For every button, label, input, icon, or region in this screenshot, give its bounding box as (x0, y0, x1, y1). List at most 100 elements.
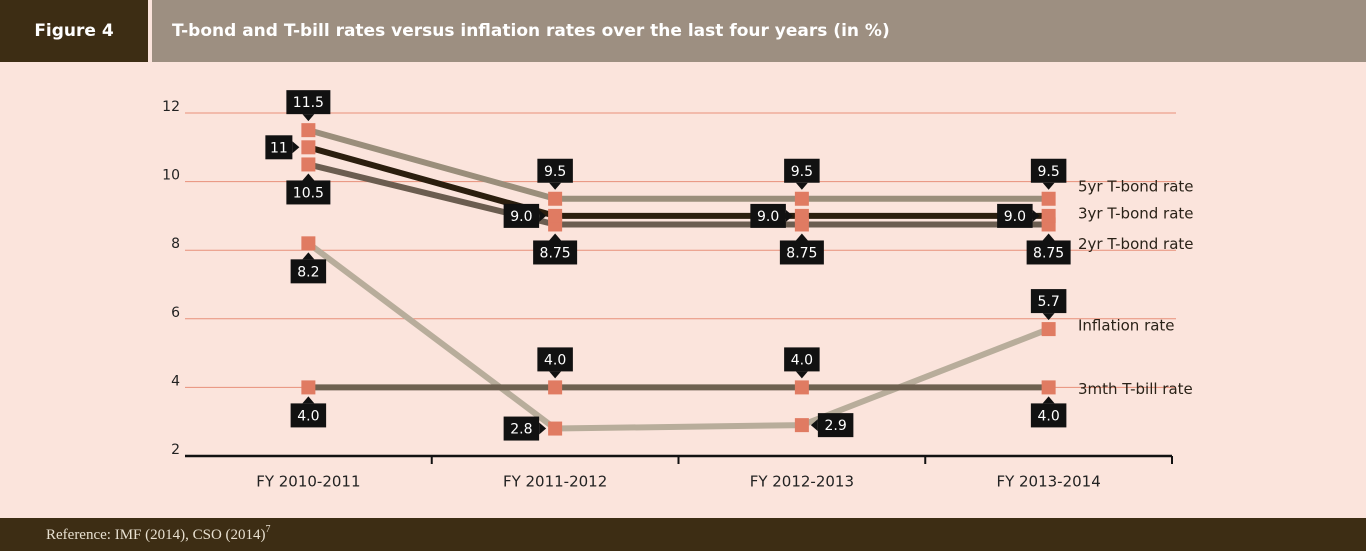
series-line (307, 127, 1049, 202)
marker (548, 208, 563, 223)
value-label: 5.7 (1037, 294, 1059, 310)
value-label-pointer (1042, 182, 1055, 190)
y-tick-label: 2 (171, 442, 180, 458)
footer-bar (0, 518, 1366, 551)
marker (1041, 380, 1056, 395)
value-label: 9.0 (757, 209, 779, 225)
reference-text: Reference: IMF (2014), CSO (2014) (46, 527, 266, 543)
value-label-pointer (795, 182, 808, 190)
value-label-pointer (795, 233, 808, 241)
marker (301, 380, 316, 395)
markers (301, 123, 1056, 436)
value-label: 8.75 (786, 245, 817, 261)
value-label-pointer (302, 114, 315, 122)
value-label: 11.5 (293, 95, 324, 111)
value-label-box (1030, 158, 1067, 183)
x-tick-label: FY 2010-2011 (256, 473, 360, 491)
value-label-box (784, 347, 820, 372)
value-label-pointer (302, 173, 315, 181)
value-label-pointer (1042, 313, 1055, 321)
legend-label: Inflation rate (1078, 317, 1175, 335)
value-label-box (290, 403, 327, 428)
title-bar (152, 0, 1366, 62)
value-label-box (503, 203, 540, 228)
y-tick-label: 10 (162, 168, 180, 184)
marker (301, 157, 316, 172)
value-label: 8.75 (1033, 245, 1064, 261)
value-label: 2.8 (510, 422, 532, 438)
figure-label-box (0, 0, 148, 62)
value-label-box (537, 347, 573, 372)
marker (794, 208, 809, 223)
value-label-box (286, 180, 331, 205)
marker (548, 380, 563, 395)
value-label-pointer (549, 233, 562, 241)
y-tick-label: 6 (171, 305, 180, 321)
legend-label: 2yr T-bond rate (1078, 235, 1194, 253)
legend-label: 3mth T-bill rate (1078, 380, 1193, 398)
value-label: 11 (270, 140, 288, 156)
marker (301, 123, 316, 138)
marker (301, 140, 316, 155)
x-tick-label: FY 2011-2012 (503, 473, 607, 491)
value-label: 9.5 (1037, 164, 1059, 180)
value-label-pointer (549, 371, 562, 379)
value-label: 9.0 (1004, 209, 1026, 225)
value-label: 10.5 (293, 185, 324, 201)
y-tick-label: 4 (171, 373, 180, 389)
marker (794, 191, 809, 206)
value-label-pointer (549, 182, 562, 190)
x-tick-label: FY 2012-2013 (750, 473, 854, 491)
marker (548, 191, 563, 206)
series-line (307, 144, 1049, 219)
value-label-box (817, 413, 854, 438)
y-tick-label: 12 (162, 99, 180, 115)
series-line (307, 161, 1049, 228)
value-label-pointer (810, 419, 818, 432)
lines (306, 127, 1050, 432)
marker (794, 380, 809, 395)
value-label-pointer (302, 252, 315, 260)
value-label-pointer (539, 422, 547, 435)
value-label-pointer (1042, 233, 1055, 241)
value-label-box (784, 158, 820, 183)
value-label-box (997, 203, 1033, 228)
value-label: 2.9 (824, 418, 846, 434)
marker (1041, 322, 1056, 337)
marker (1041, 191, 1056, 206)
value-label: 4.0 (544, 352, 566, 368)
legend-label: 5yr T-bond rate (1078, 177, 1194, 195)
x-tick-label: FY 2013-2014 (996, 473, 1100, 491)
series-line (306, 240, 1050, 432)
chart-title: T-bond and T-bill rates versus inflation… (172, 21, 890, 41)
value-label: 4.0 (1037, 408, 1059, 424)
value-label: 4.0 (791, 352, 813, 368)
marker (301, 236, 316, 251)
value-label-box (1030, 289, 1067, 314)
value-label-pointer (795, 371, 808, 379)
value-label-box (265, 135, 293, 160)
value-label-pointer (539, 209, 547, 222)
legend-label: 3yr T-bond rate (1078, 204, 1194, 222)
value-label: 9.5 (791, 164, 813, 180)
value-label-box (1026, 240, 1071, 265)
value-label-pointer (1032, 209, 1040, 222)
value-label-box (750, 203, 786, 228)
marker (1041, 208, 1056, 223)
value-label-box (286, 90, 331, 115)
figure-label: Figure 4 (34, 21, 114, 41)
value-label-box (533, 240, 578, 265)
y-tick-label: 8 (171, 236, 180, 252)
value-label-box (290, 259, 327, 284)
value-label: 9.5 (544, 164, 566, 180)
value-label-box (1030, 403, 1067, 428)
marker (548, 421, 563, 436)
marker (794, 418, 809, 433)
value-labels: 8.2 2.8 2.9 5.7 Inflation rate 4.0 4.0 4.0 4.0 3m… (265, 90, 1194, 441)
value-label-pointer (302, 396, 315, 404)
value-label-pointer (1042, 396, 1055, 404)
value-label-box (537, 158, 573, 183)
value-label-pointer (785, 209, 793, 222)
